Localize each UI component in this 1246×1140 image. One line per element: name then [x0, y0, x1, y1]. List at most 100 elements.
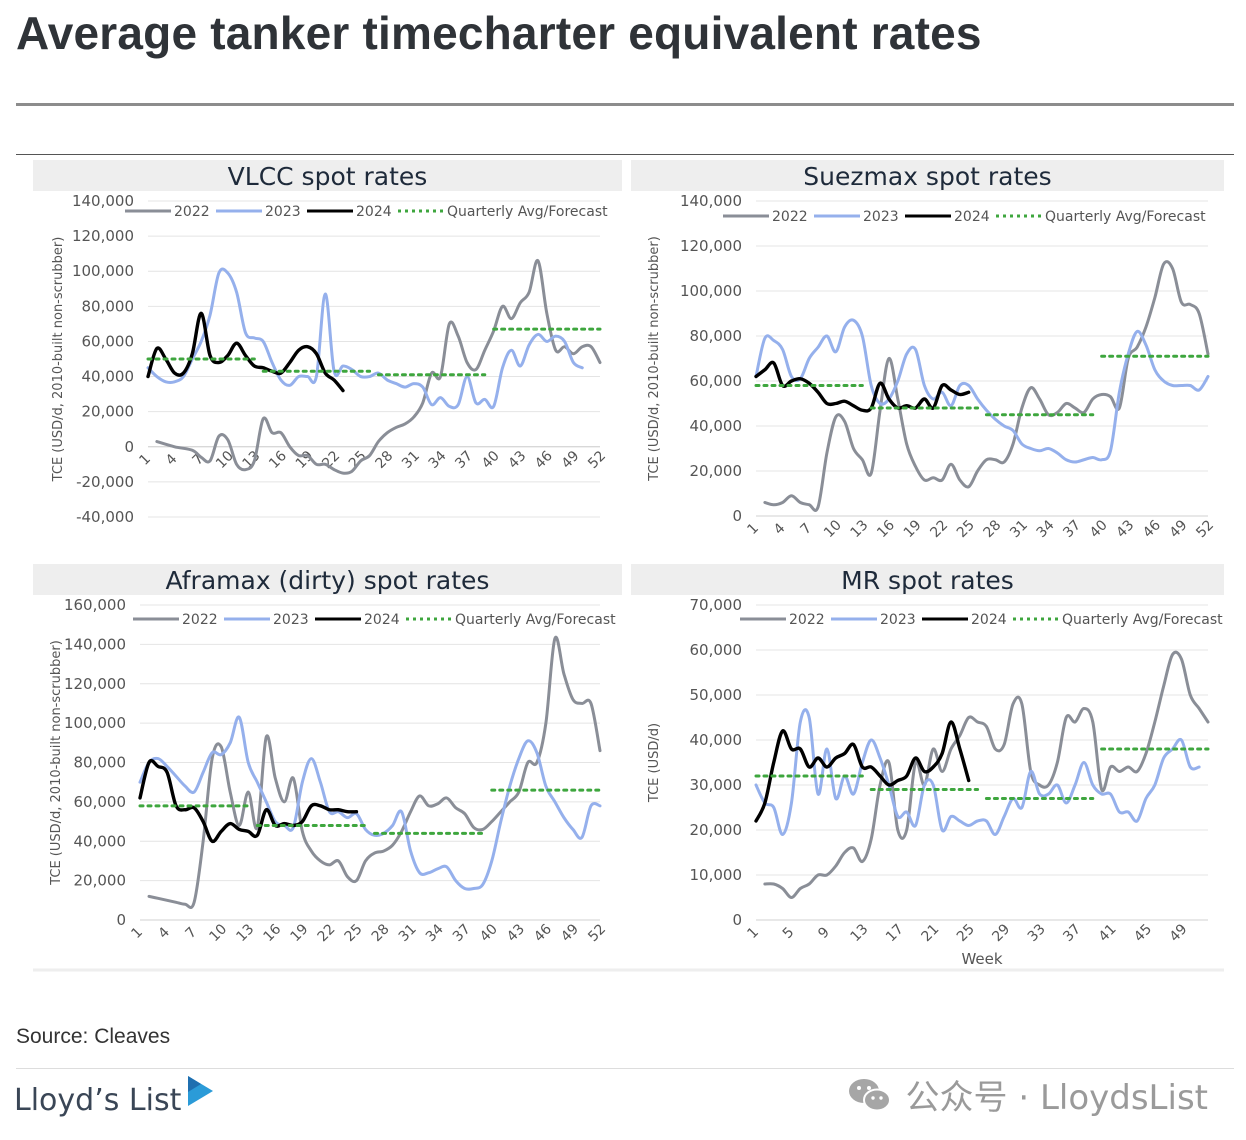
y-tick-label: 0	[116, 911, 126, 929]
legend-label: Quarterly Avg/Forecast	[455, 612, 616, 628]
x-tick-label: 19	[288, 921, 312, 945]
x-tick-label: 25	[954, 921, 978, 945]
y-tick-label: 40,000	[74, 832, 127, 850]
y-tick-label: 60,000	[690, 372, 743, 390]
x-tick-label: 22	[927, 517, 951, 541]
x-tick-label: 4	[163, 451, 181, 469]
x-tick-label: 37	[1060, 517, 1084, 541]
y-tick-label: 80,000	[690, 327, 743, 345]
source-note: Source: Cleaves	[16, 1025, 171, 1048]
y-tick-label: 50,000	[690, 686, 743, 704]
legend-label: 2023	[265, 204, 301, 220]
x-tick-label: 21	[918, 921, 942, 945]
x-tick-label: 28	[981, 517, 1005, 541]
legend-label: 2024	[364, 612, 400, 628]
x-tick-label: 52	[585, 921, 609, 945]
y-tick-label: 40,000	[690, 417, 743, 435]
chart-panel-3: Aframax (dirty) spot rates 0 20,000 40,000 6…	[33, 564, 622, 945]
y-tick-label: 0	[732, 911, 742, 929]
x-tick-label: 19	[901, 517, 925, 541]
y-axis-label: TCE (USD/d, 2010-built non-scrubber)	[49, 640, 64, 886]
legend-label: Quarterly Avg/Forecast	[1062, 612, 1223, 628]
series-line-2023	[138, 715, 602, 891]
x-tick-label: 5	[780, 924, 798, 942]
chart-panel-4: MR spot rates 0 10,000 20,000 30,000 40,000 50…	[631, 564, 1224, 968]
charts-svg: VLCC spot rates -40,000 -20,000 0 20,000 40,0…	[33, 160, 1224, 972]
x-tick-label: 37	[452, 448, 476, 472]
x-tick-label: 43	[505, 448, 529, 472]
x-tick-label: 49	[1167, 517, 1191, 541]
chart-figure: VLCC spot rates -40,000 -20,000 0 20,000 40,0…	[30, 160, 1226, 972]
footer-divider	[16, 1068, 1234, 1069]
x-tick-label: 9	[815, 924, 833, 942]
y-tick-label: 140,000	[64, 635, 126, 653]
x-tick-label: 34	[1034, 517, 1058, 541]
y-tick-label: 10,000	[690, 866, 743, 884]
x-tick-label: 45	[1131, 921, 1155, 945]
series-line-2022	[147, 635, 602, 910]
chart-title: Aframax (dirty) spot rates	[166, 566, 490, 595]
y-tick-label: 80,000	[74, 754, 127, 772]
y-tick-label: 140,000	[680, 192, 742, 210]
x-tick-label: 7	[182, 924, 200, 942]
chart-title: VLCC spot rates	[228, 162, 428, 191]
y-axis-label: TCE (USD/d, 2010-built non-scrubber)	[51, 237, 66, 483]
y-tick-label: 0	[732, 507, 742, 525]
chart-legend: 2022 2023 2024 Quarterly Avg/Forecast	[740, 612, 1223, 628]
chart-title-band	[33, 564, 622, 595]
y-tick-label: 100,000	[680, 282, 742, 300]
legend-label: 2023	[880, 612, 916, 628]
y-tick-label: 40,000	[690, 731, 743, 749]
x-tick-label: 41	[1096, 921, 1120, 945]
watermark-text: 公众号 · LloydsList	[905, 1078, 1208, 1118]
x-tick-label: 40	[1087, 517, 1111, 541]
x-tick-label: 13	[848, 921, 872, 945]
x-tick-label: 25	[342, 921, 366, 945]
x-tick-label: 1	[136, 451, 154, 469]
x-tick-label: 13	[233, 921, 257, 945]
series-line-2023	[754, 708, 1201, 837]
chart-title: Suezmax spot rates	[803, 162, 1051, 191]
legend-label: 2023	[863, 209, 899, 225]
legend-label: Quarterly Avg/Forecast	[1045, 209, 1206, 225]
x-tick-label: 17	[883, 921, 907, 945]
y-tick-label: 60,000	[82, 332, 135, 350]
x-tick-label: 52	[585, 448, 609, 472]
y-tick-label: 60,000	[74, 793, 127, 811]
x-tick-label: 25	[346, 448, 370, 472]
series-line-2022	[763, 650, 1210, 899]
chart-legend: 2022 2023 2024 Quarterly Avg/Forecast	[723, 209, 1206, 225]
x-tick-label: 4	[771, 520, 789, 538]
y-tick-label: 60,000	[690, 641, 743, 659]
x-tick-label: 46	[532, 448, 556, 472]
chart-title-band	[631, 564, 1224, 595]
x-tick-label: 49	[558, 921, 582, 945]
x-tick-label: 1	[744, 924, 762, 942]
legend-label: 2022	[789, 612, 825, 628]
lloyds-list-logo: Lloyd’s List	[14, 1076, 215, 1122]
x-tick-label: 31	[399, 448, 423, 472]
x-tick-label: 34	[426, 448, 450, 472]
x-axis-label: Week	[961, 950, 1002, 968]
series-line-2022	[763, 260, 1210, 512]
x-tick-label: 13	[848, 517, 872, 541]
x-tick-label: 46	[1140, 517, 1164, 541]
x-tick-label: 28	[369, 921, 393, 945]
x-tick-label: 52	[1193, 517, 1217, 541]
x-tick-label: 46	[531, 921, 555, 945]
y-tick-label: 120,000	[680, 237, 742, 255]
series-line-2024	[146, 311, 345, 393]
x-tick-label: 31	[1007, 517, 1031, 541]
x-tick-label: 16	[261, 921, 285, 945]
x-tick-label: 4	[155, 924, 173, 942]
y-tick-label: 100,000	[64, 714, 126, 732]
chart-panel-2: Suezmax spot rates 0 20,000 40,000 60,000 80,…	[631, 160, 1224, 541]
y-tick-label: 40,000	[82, 368, 135, 386]
y-axis-label: TCE (USD/d, 2010-built non-scrubber)	[647, 236, 662, 482]
legend-label: Quarterly Avg/Forecast	[447, 204, 608, 220]
y-axis-label: TCE (USD/d)	[647, 723, 662, 803]
chart-panel-1: VLCC spot rates -40,000 -20,000 0 20,000 40,0…	[33, 160, 622, 526]
x-tick-label: 40	[479, 448, 503, 472]
y-tick-label: 140,000	[72, 192, 134, 210]
x-tick-label: 37	[450, 921, 474, 945]
